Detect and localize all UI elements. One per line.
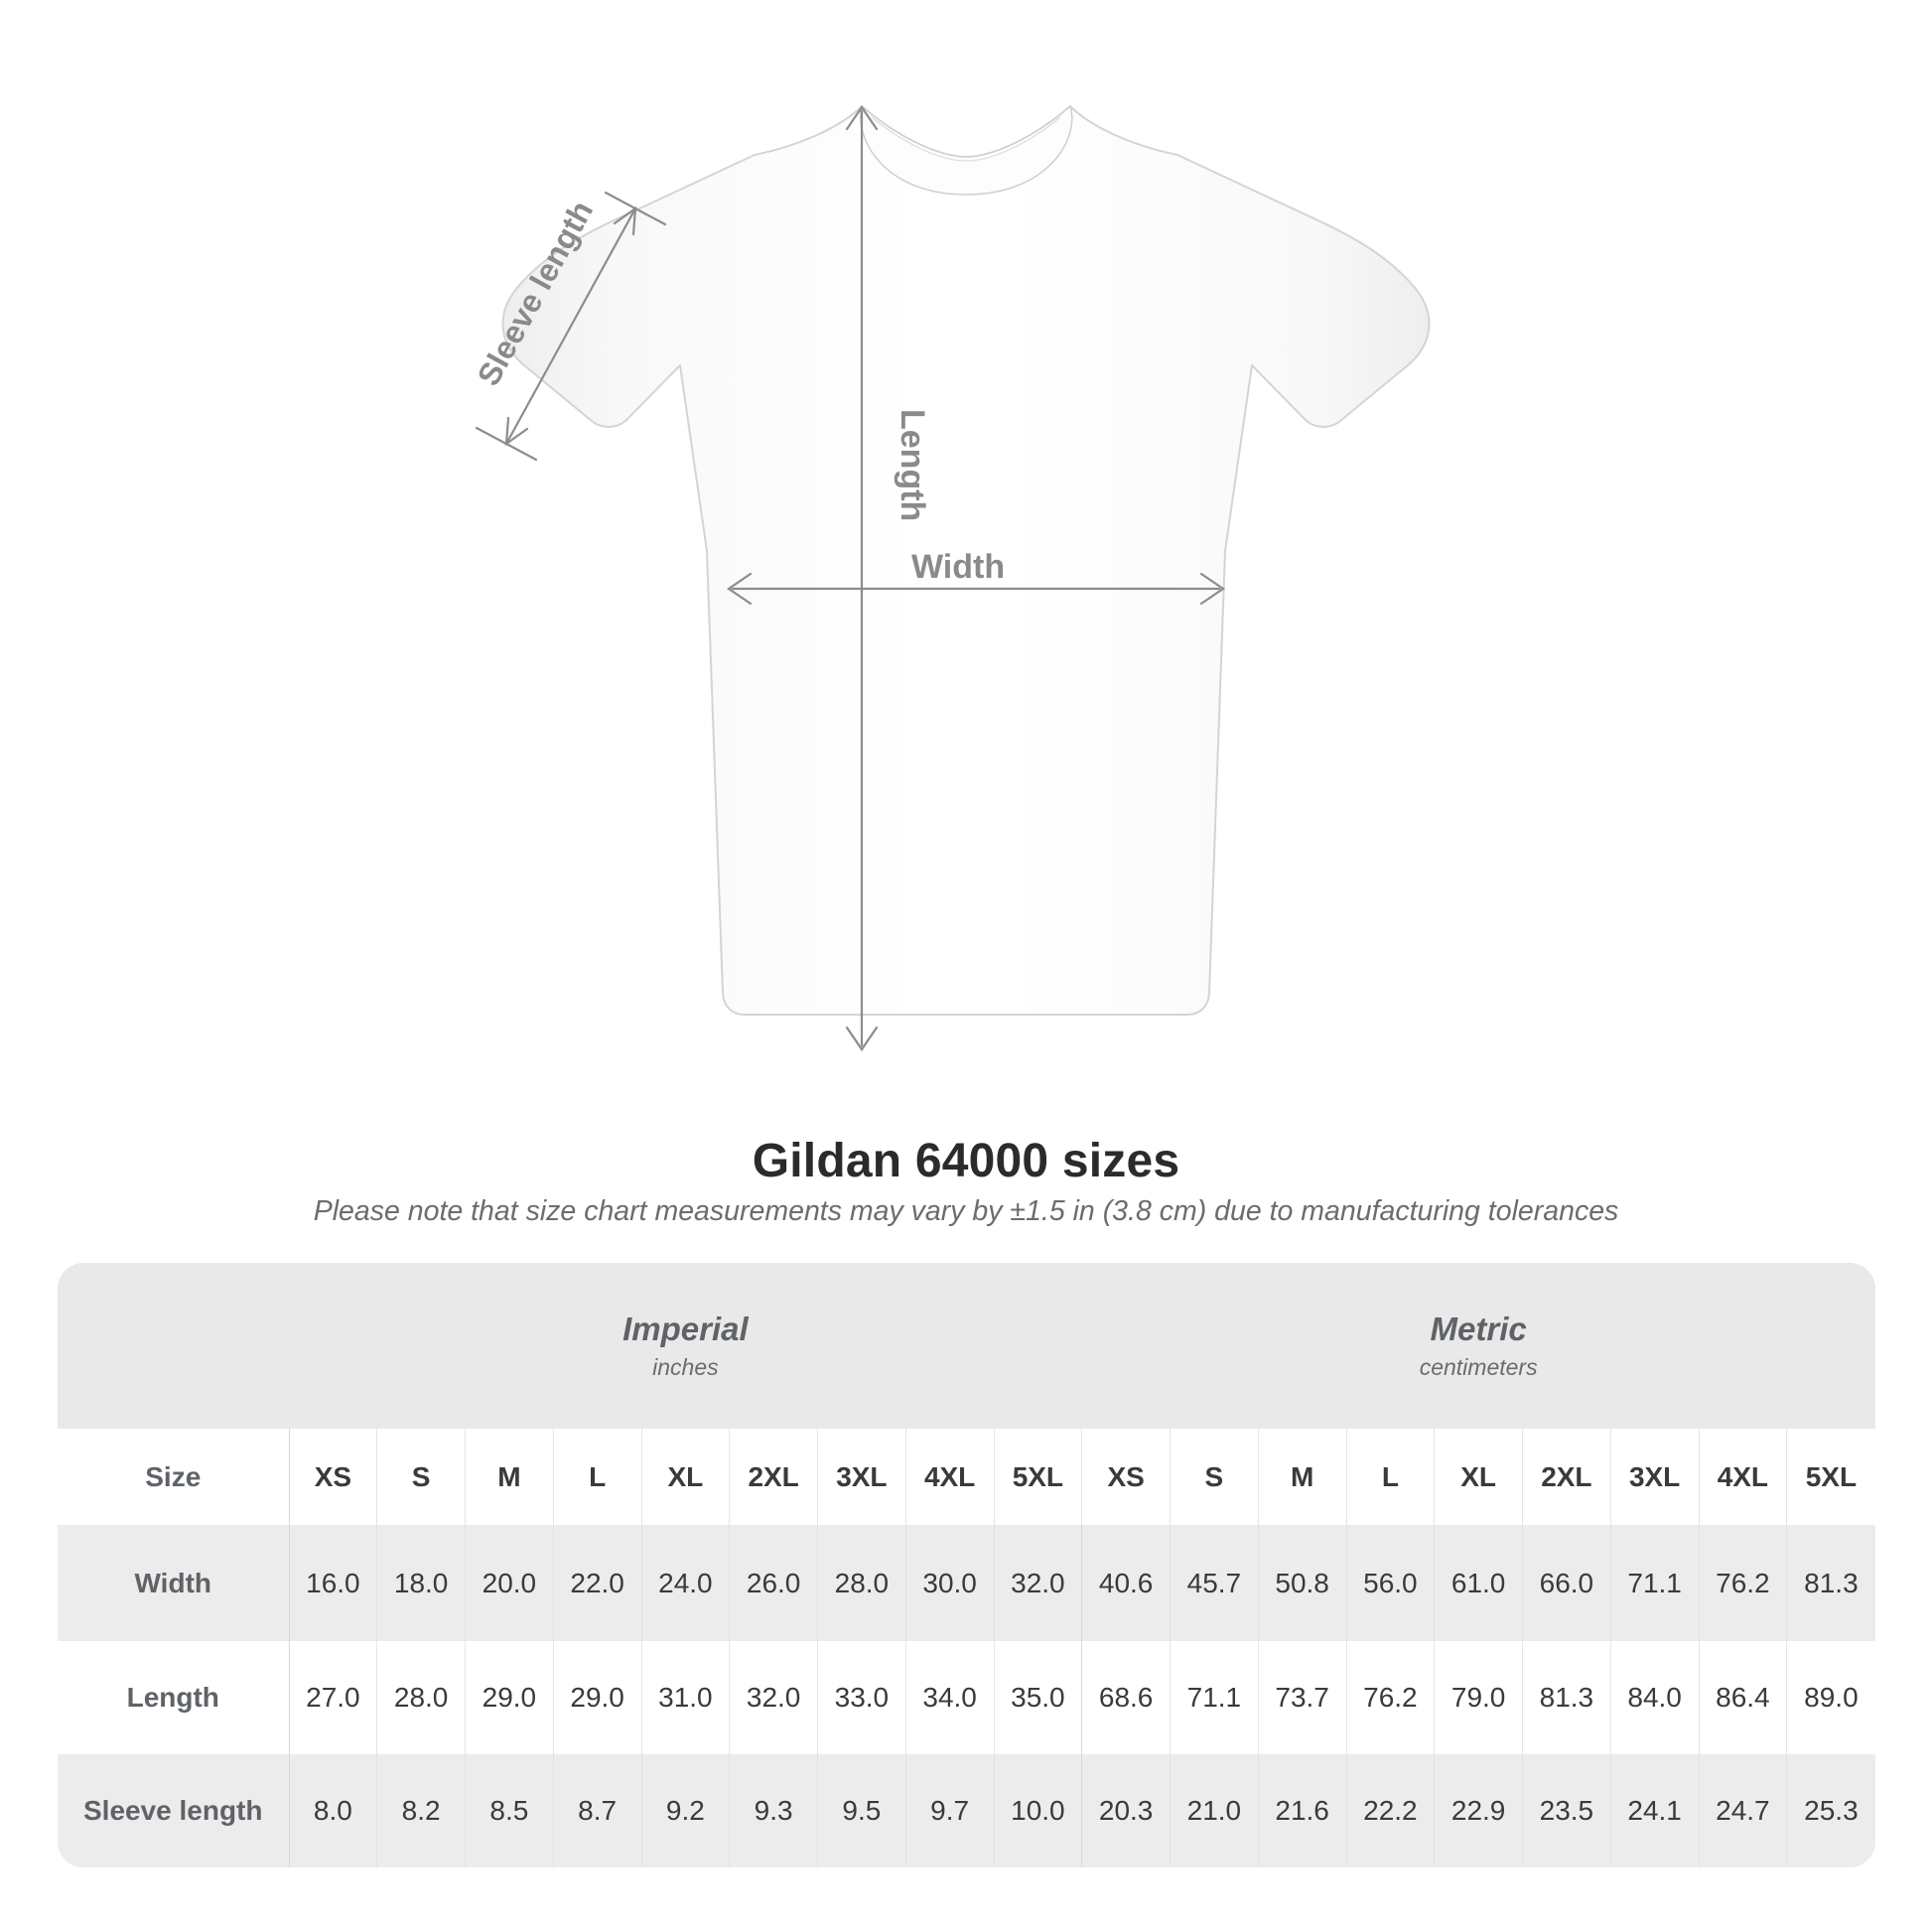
svg-text:Width: Width <box>911 548 1005 586</box>
svg-text:Length: Length <box>894 409 931 521</box>
